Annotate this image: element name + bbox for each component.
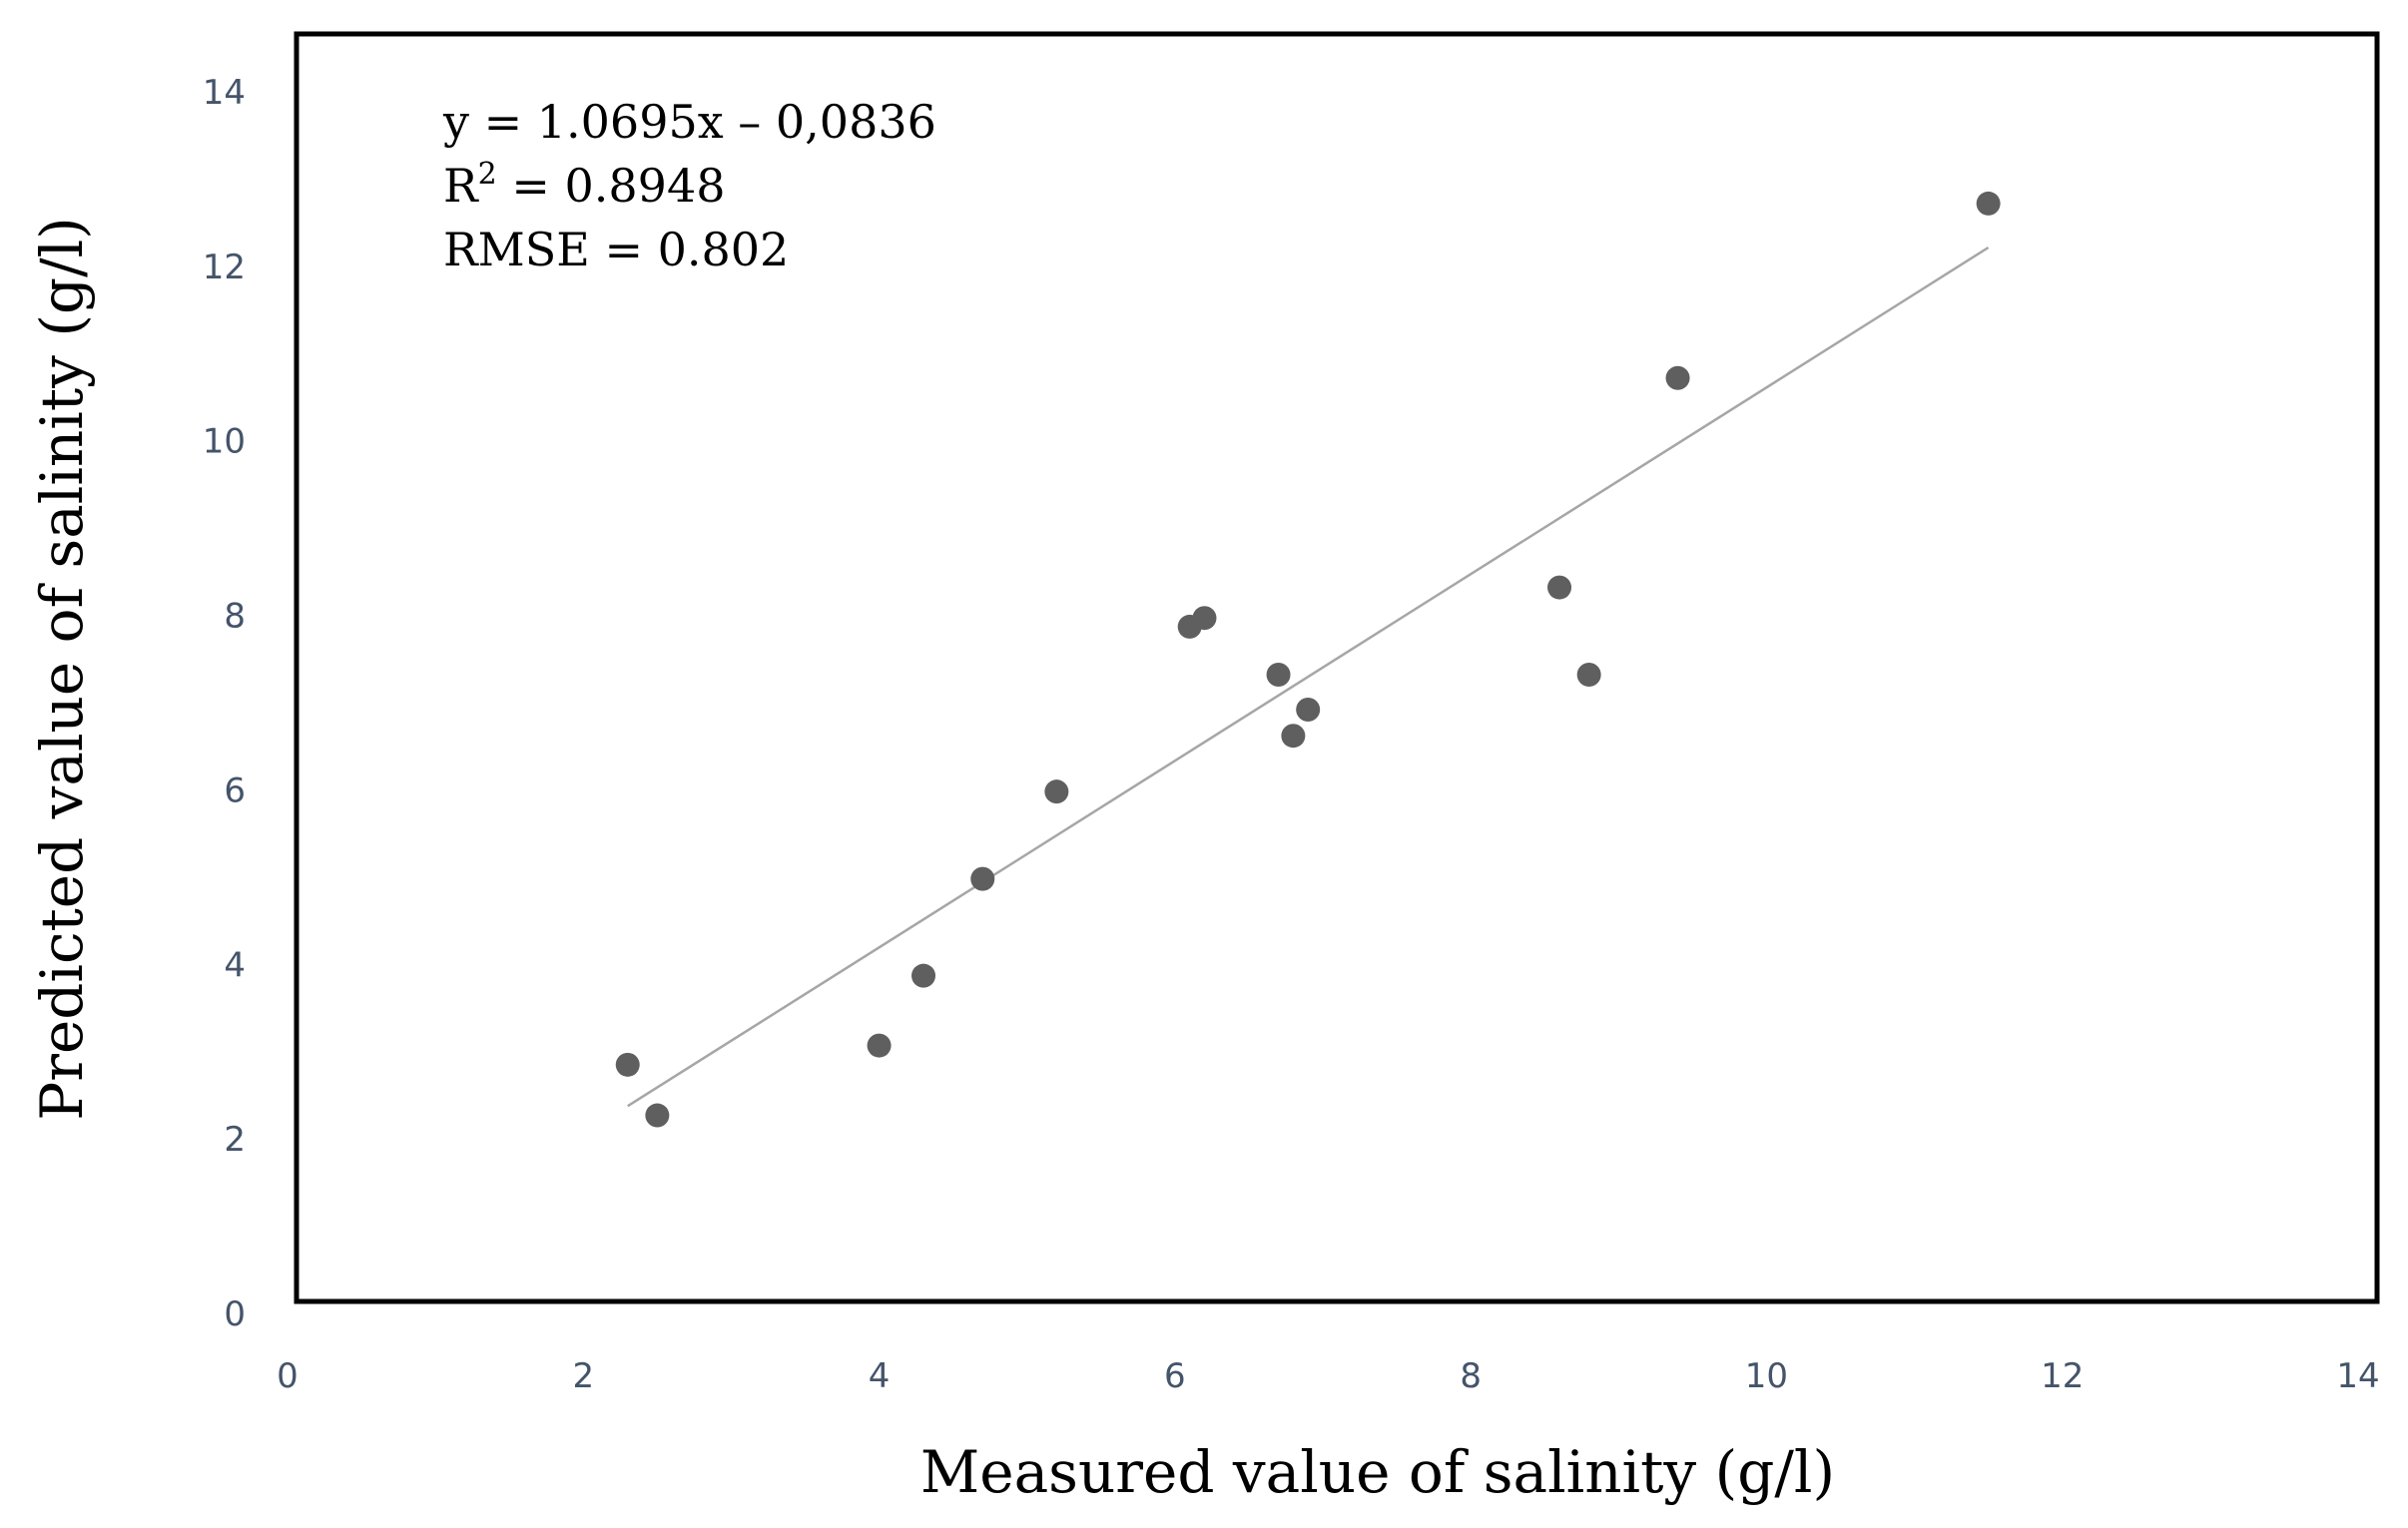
x-axis-ticks: 0 2 4 6 8 10 12 14	[277, 1356, 2379, 1396]
data-point	[867, 1033, 892, 1058]
r-squared-prefix: R	[443, 159, 479, 213]
x-tick-label: 2	[572, 1356, 594, 1396]
r-squared-label: R2 = 0.8948	[443, 157, 725, 213]
data-point	[1547, 575, 1572, 600]
rmse-label: RMSE = 0.802	[443, 223, 789, 276]
x-tick-label: 10	[1745, 1356, 1788, 1396]
x-tick-label: 0	[277, 1356, 299, 1396]
data-point	[1044, 779, 1069, 804]
data-point	[1296, 697, 1321, 722]
y-axis-ticks: 0 2 4 6 8 10 12 14	[203, 73, 246, 1334]
y-tick-label: 0	[224, 1294, 246, 1334]
x-tick-label: 12	[2041, 1356, 2084, 1396]
data-point	[1576, 663, 1601, 688]
data-point	[1976, 191, 2001, 216]
y-tick-label: 4	[224, 945, 246, 985]
y-tick-label: 2	[224, 1120, 246, 1160]
data-point	[645, 1103, 670, 1128]
data-point	[911, 963, 936, 988]
x-tick-label: 6	[1164, 1356, 1186, 1396]
y-tick-label: 10	[203, 422, 246, 462]
r-squared-sup: 2	[478, 157, 497, 192]
r-squared-value: = 0.8948	[497, 159, 726, 213]
x-tick-label: 8	[1460, 1356, 1482, 1396]
x-tick-label: 4	[869, 1356, 891, 1396]
data-point	[1281, 724, 1306, 749]
data-point	[1192, 606, 1217, 631]
x-axis-title: Measured value of salinity (g/l)	[920, 1438, 1835, 1506]
plot-frame	[294, 31, 2380, 1304]
trendline	[627, 246, 1990, 1108]
y-axis-title: Predicted value of salinity (g/l)	[28, 217, 96, 1121]
y-tick-label: 12	[203, 248, 246, 287]
data-point	[1266, 663, 1291, 688]
data-point	[1665, 365, 1690, 390]
y-tick-label: 14	[203, 73, 246, 113]
y-tick-label: 8	[224, 597, 246, 637]
x-tick-label: 14	[2336, 1356, 2379, 1396]
equation-label: y = 1.0695x – 0,0836	[442, 95, 936, 149]
data-points	[615, 191, 2001, 1128]
data-point	[615, 1052, 640, 1077]
data-point	[970, 866, 995, 891]
y-tick-label: 6	[224, 770, 246, 810]
